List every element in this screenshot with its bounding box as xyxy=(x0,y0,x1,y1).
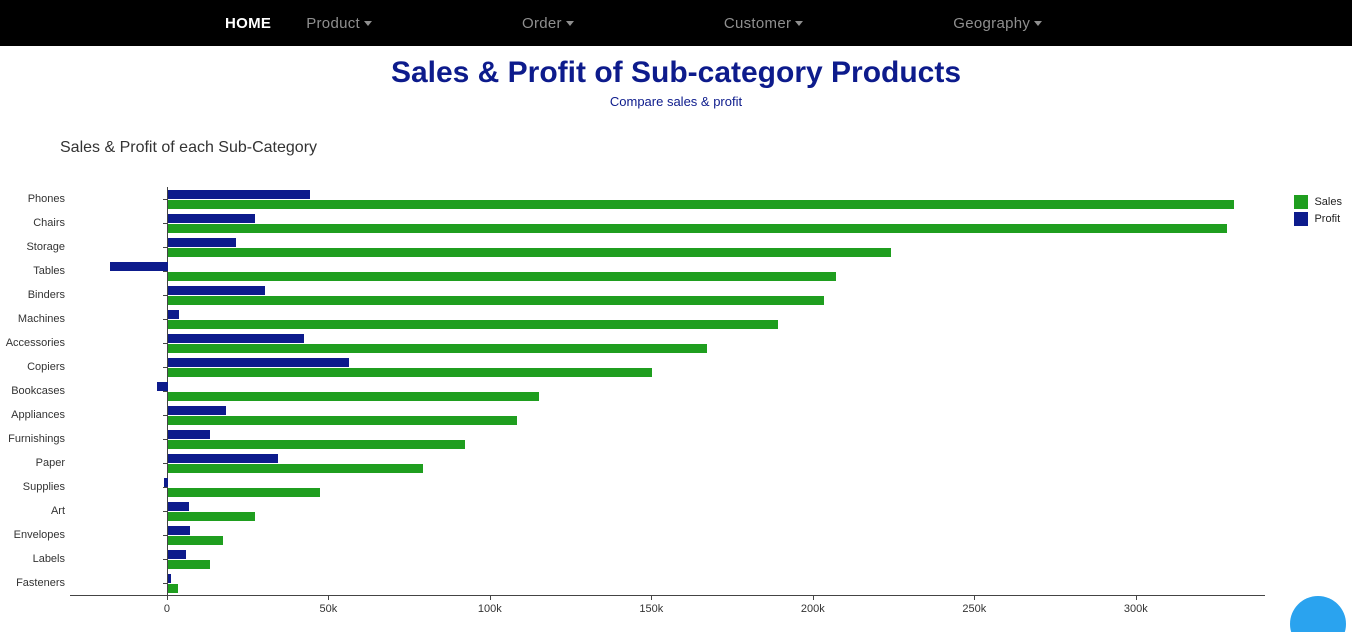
bar-sales[interactable] xyxy=(168,272,837,281)
navbar: HOME Product Order Customer Geography xyxy=(0,0,1352,46)
y-axis-label: Envelopes xyxy=(14,529,65,541)
chevron-down-icon xyxy=(1034,21,1042,26)
page-title: Sales & Profit of Sub-category Products xyxy=(0,56,1352,90)
bar-sales[interactable] xyxy=(168,200,1234,209)
bar-profit[interactable] xyxy=(168,358,349,367)
bar-sales[interactable] xyxy=(168,248,891,257)
y-axis-label: Accessories xyxy=(6,337,65,349)
legend-swatch xyxy=(1294,212,1308,226)
x-tick xyxy=(328,595,329,600)
bar-sales[interactable] xyxy=(168,416,517,425)
nav-label: Product xyxy=(306,15,360,32)
nav-label: HOME xyxy=(225,15,271,32)
chart-title: Sales & Profit of each Sub-Category xyxy=(60,139,1352,157)
bar-sales[interactable] xyxy=(168,488,320,497)
x-axis-label: 0 xyxy=(164,603,170,615)
y-axis-label: Bookcases xyxy=(11,385,65,397)
bar-sales[interactable] xyxy=(168,320,778,329)
bar-profit[interactable] xyxy=(168,574,171,583)
nav-order[interactable]: Order xyxy=(522,15,574,32)
plot-area xyxy=(167,187,1266,595)
bar-profit[interactable] xyxy=(168,406,226,415)
chevron-down-icon xyxy=(795,21,803,26)
bar-profit[interactable] xyxy=(168,286,265,295)
y-axis-label: Phones xyxy=(28,193,65,205)
bar-profit[interactable] xyxy=(168,334,304,343)
bar-profit[interactable] xyxy=(168,214,255,223)
y-axis-label: Labels xyxy=(33,553,65,565)
bar-profit[interactable] xyxy=(168,550,186,559)
x-axis xyxy=(70,595,1265,596)
chart-area: Phones Chairs Storage Tables Binders Machines… xyxy=(0,187,1352,625)
y-axis-label: Supplies xyxy=(23,481,65,493)
x-tick xyxy=(490,595,491,600)
bar-sales[interactable] xyxy=(168,392,539,401)
legend-item-profit[interactable]: Profit xyxy=(1294,212,1342,226)
x-axis-label: 50k xyxy=(320,603,338,615)
page-subtitle: Compare sales & profit xyxy=(0,94,1352,109)
x-tick xyxy=(974,595,975,600)
nav-product[interactable]: Product xyxy=(306,15,372,32)
x-axis-label: 150k xyxy=(639,603,663,615)
bar-profit[interactable] xyxy=(168,238,236,247)
x-tick xyxy=(1136,595,1137,600)
y-axis-label: Fasteners xyxy=(16,577,65,589)
nav-label: Geography xyxy=(953,15,1030,32)
legend-swatch xyxy=(1294,195,1308,209)
x-axis-label: 250k xyxy=(962,603,986,615)
bar-profit[interactable] xyxy=(168,526,191,535)
x-axis-label: 200k xyxy=(801,603,825,615)
y-axis-label: Copiers xyxy=(27,361,65,373)
bar-sales[interactable] xyxy=(168,464,423,473)
bar-profit[interactable] xyxy=(168,454,278,463)
bar-sales[interactable] xyxy=(168,224,1227,233)
bar-profit[interactable] xyxy=(157,382,168,391)
bar-profit[interactable] xyxy=(164,478,168,487)
x-tick xyxy=(167,595,168,600)
chevron-down-icon xyxy=(364,21,372,26)
bar-profit[interactable] xyxy=(110,262,168,271)
bar-sales[interactable] xyxy=(168,536,223,545)
y-axis-label: Chairs xyxy=(33,217,65,229)
bar-sales[interactable] xyxy=(168,344,707,353)
bar-sales[interactable] xyxy=(168,296,824,305)
bar-profit[interactable] xyxy=(168,502,189,511)
y-axis-label: Storage xyxy=(26,241,65,253)
y-axis-label: Machines xyxy=(18,313,65,325)
bar-profit[interactable] xyxy=(168,430,210,439)
y-axis-label: Tables xyxy=(33,265,65,277)
nav-customer[interactable]: Customer xyxy=(724,15,803,32)
bar-sales[interactable] xyxy=(168,560,210,569)
bar-sales[interactable] xyxy=(168,368,652,377)
x-axis-label: 300k xyxy=(1124,603,1148,615)
y-axis-label: Furnishings xyxy=(8,433,65,445)
legend-label: Sales xyxy=(1314,196,1342,208)
x-tick xyxy=(813,595,814,600)
bar-profit[interactable] xyxy=(168,190,310,199)
bar-sales[interactable] xyxy=(168,440,465,449)
y-axis-label: Art xyxy=(51,505,65,517)
y-axis-labels: Phones Chairs Storage Tables Binders Machines… xyxy=(0,187,65,595)
chevron-down-icon xyxy=(566,21,574,26)
legend: Sales Profit xyxy=(1294,195,1342,229)
legend-item-sales[interactable]: Sales xyxy=(1294,195,1342,209)
y-axis-label: Appliances xyxy=(11,409,65,421)
legend-label: Profit xyxy=(1314,213,1340,225)
x-tick xyxy=(651,595,652,600)
bar-sales[interactable] xyxy=(168,512,255,521)
nav-home[interactable]: HOME xyxy=(225,15,271,32)
nav-geography[interactable]: Geography xyxy=(953,15,1042,32)
x-axis-label: 100k xyxy=(478,603,502,615)
nav-label: Order xyxy=(522,15,562,32)
bar-profit[interactable] xyxy=(168,310,179,319)
y-axis-label: Binders xyxy=(28,289,65,301)
nav-label: Customer xyxy=(724,15,791,32)
y-axis-label: Paper xyxy=(36,457,65,469)
bar-sales[interactable] xyxy=(168,584,178,593)
